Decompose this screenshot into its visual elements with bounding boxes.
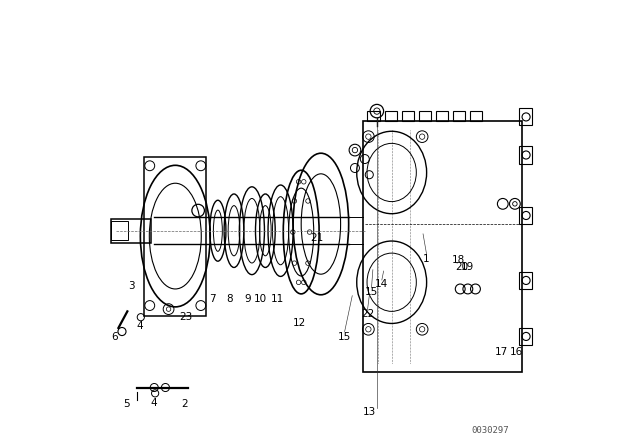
- Text: 20: 20: [455, 262, 468, 271]
- Text: 2: 2: [181, 399, 188, 409]
- Text: 0030297: 0030297: [472, 426, 509, 435]
- Text: 12: 12: [292, 318, 305, 327]
- Text: 10: 10: [254, 294, 268, 304]
- Bar: [111, 221, 128, 240]
- Text: 18: 18: [451, 255, 465, 265]
- Bar: [470, 111, 482, 121]
- Text: 14: 14: [375, 280, 388, 289]
- Bar: [401, 111, 414, 121]
- Text: 21: 21: [310, 233, 323, 243]
- Text: 5: 5: [123, 399, 130, 409]
- Text: 9: 9: [244, 294, 251, 304]
- Bar: [520, 108, 532, 125]
- Bar: [362, 121, 522, 372]
- Text: 15: 15: [338, 332, 351, 342]
- Text: 4: 4: [151, 398, 157, 408]
- Text: 1: 1: [423, 254, 430, 264]
- Bar: [367, 111, 380, 121]
- Text: 11: 11: [271, 294, 284, 304]
- Text: 6: 6: [111, 332, 118, 342]
- Text: 23: 23: [179, 312, 192, 322]
- Text: 15: 15: [365, 287, 378, 297]
- Bar: [520, 272, 532, 289]
- Bar: [385, 111, 397, 121]
- Bar: [111, 219, 151, 243]
- Bar: [436, 111, 448, 121]
- Text: 19: 19: [460, 262, 474, 271]
- Text: 3: 3: [129, 281, 135, 291]
- Bar: [145, 157, 206, 316]
- Bar: [520, 207, 532, 224]
- Text: 17: 17: [495, 347, 508, 357]
- Bar: [452, 111, 465, 121]
- Text: 22: 22: [361, 310, 374, 319]
- Bar: [520, 146, 532, 164]
- Text: 16: 16: [509, 347, 523, 357]
- Bar: [419, 111, 431, 121]
- Bar: [520, 328, 532, 345]
- Text: 4: 4: [136, 321, 143, 331]
- Text: 8: 8: [226, 294, 233, 304]
- Text: 7: 7: [209, 294, 216, 304]
- Text: 13: 13: [363, 407, 376, 417]
